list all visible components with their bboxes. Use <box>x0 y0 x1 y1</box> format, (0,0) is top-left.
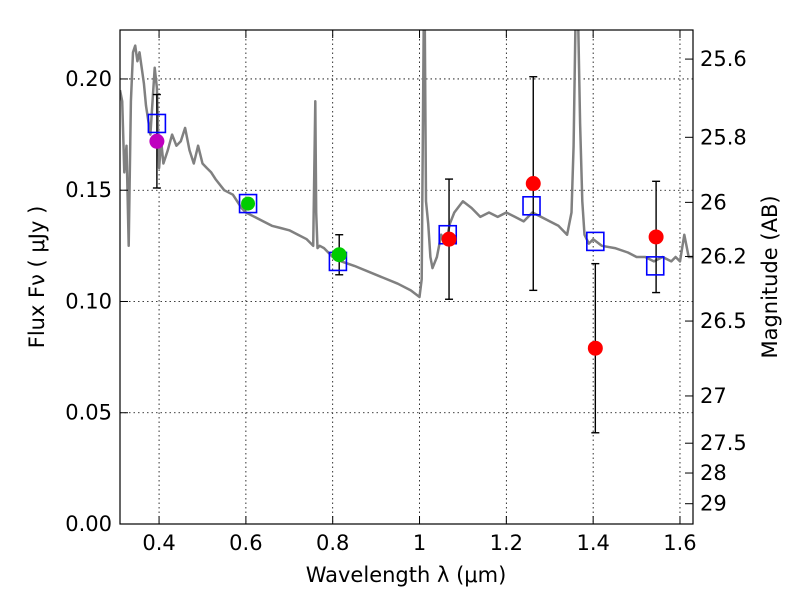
y2-tick-label: 29 <box>700 492 727 516</box>
x-axis-label: Wavelength λ (μm) <box>306 563 507 587</box>
model-square <box>238 193 258 214</box>
model-square <box>147 113 167 134</box>
y-tick-label: 0.20 <box>65 67 112 91</box>
plot-frame <box>119 29 694 525</box>
observed-point <box>525 176 541 192</box>
model-square <box>645 256 665 276</box>
markers <box>147 113 665 356</box>
y2-tick-label: 27.5 <box>700 431 747 455</box>
y2-tick-label: 26.2 <box>700 244 747 268</box>
y-tick-label: 0.10 <box>65 289 112 313</box>
x-tick-label: 0.4 <box>142 531 175 555</box>
x-tick-label: 1.4 <box>576 531 609 555</box>
observed-point <box>331 247 347 263</box>
x-tick-label: 1.6 <box>663 531 696 555</box>
y-axis-label: Flux Fν ( μJy ) <box>25 206 49 349</box>
y2-tick-label: 26 <box>700 190 727 214</box>
y-tick-label: 0.00 <box>65 512 112 536</box>
axis-ticks: 0.4 0.6 0.8 1 1.2 1.4 1.6 0.00 0.05 0.10 0.15 0.20 2… <box>65 30 747 555</box>
y2-axis-label: Magnitude (AB) <box>758 195 782 358</box>
observed-point <box>149 133 165 149</box>
y2-tick-label: 25.6 <box>700 47 747 71</box>
observed-point <box>648 229 664 245</box>
x-tick-label: 1.2 <box>490 531 523 555</box>
y2-tick-label: 26.5 <box>700 309 747 333</box>
observed-point <box>587 340 603 356</box>
y2-tick-label: 28 <box>700 461 727 485</box>
grid <box>120 30 693 524</box>
observed-point <box>441 231 457 247</box>
x-tick-label: 1 <box>413 531 426 555</box>
x-tick-label: 0.6 <box>229 531 262 555</box>
y2-tick-label: 25.8 <box>700 125 747 149</box>
observed-point <box>241 196 256 211</box>
y-tick-label: 0.05 <box>65 401 112 425</box>
y2-tick-label: 27 <box>700 384 727 408</box>
model-square <box>522 195 541 216</box>
y-tick-label: 0.15 <box>65 178 112 202</box>
x-tick-label: 0.8 <box>316 531 349 555</box>
model-square <box>586 231 605 252</box>
